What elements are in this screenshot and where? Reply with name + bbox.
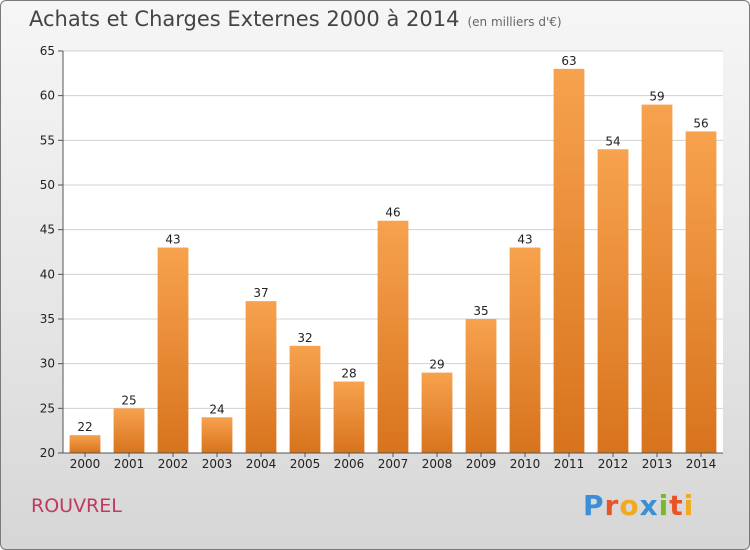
- y-tick-label: 40: [40, 267, 55, 281]
- data-label-2001: 25: [121, 393, 136, 407]
- y-tick-label: 50: [40, 178, 55, 192]
- bar-2007: [377, 220, 409, 453]
- bar-2010: [509, 247, 541, 453]
- data-label-2005: 32: [297, 331, 312, 345]
- data-label-2013: 59: [649, 90, 664, 104]
- data-label-2004: 37: [253, 286, 268, 300]
- bar-2002: [157, 247, 189, 453]
- x-tick-label-2011: 2011: [554, 457, 585, 471]
- data-label-2012: 54: [605, 134, 620, 148]
- logo-letter: i: [683, 489, 695, 522]
- y-tick-label: 20: [40, 446, 55, 460]
- logo-letter: P: [583, 489, 605, 522]
- x-tick-label-2009: 2009: [466, 457, 497, 471]
- logo-letter: o: [619, 489, 640, 522]
- bars: 22 25 43 24 37 32 28 46 29 35 43 63 54 59 56: [69, 54, 717, 453]
- logo-letter: x: [639, 489, 659, 522]
- proxiti-logo: Proxiti: [583, 489, 694, 522]
- y-tick-label: 45: [40, 223, 55, 237]
- bar-2012: [597, 149, 629, 453]
- y-tick-label: 60: [40, 89, 55, 103]
- x-tick-label-2000: 2000: [70, 457, 101, 471]
- x-tick-label-2012: 2012: [598, 457, 629, 471]
- y-tick-label: 25: [40, 401, 55, 415]
- data-label-2006: 28: [341, 367, 356, 381]
- y-tick-label: 55: [40, 133, 55, 147]
- commune-name: ROUVREL: [31, 495, 122, 517]
- x-tick-label-2013: 2013: [642, 457, 673, 471]
- x-tick-label-2003: 2003: [202, 457, 233, 471]
- logo-letter: r: [604, 489, 620, 522]
- data-label-2008: 29: [429, 358, 444, 372]
- x-tick-label-2002: 2002: [158, 457, 189, 471]
- data-label-2003: 24: [209, 402, 224, 416]
- chart-subtitle: (en milliers d'€): [467, 15, 562, 29]
- y-tick-label: 30: [40, 357, 55, 371]
- data-label-2007: 46: [385, 206, 400, 220]
- x-tick-label-2004: 2004: [246, 457, 277, 471]
- data-label-2002: 43: [165, 233, 180, 247]
- bar-2000: [69, 435, 101, 453]
- bar-2009: [465, 319, 497, 453]
- x-tick-label-2008: 2008: [422, 457, 453, 471]
- bar-2006: [333, 381, 365, 453]
- data-label-2000: 22: [77, 420, 92, 434]
- data-label-2011: 63: [561, 54, 576, 68]
- bar-2011: [553, 68, 585, 453]
- x-tick-label-2001: 2001: [114, 457, 145, 471]
- x-tick-label-2014: 2014: [686, 457, 717, 471]
- bar-2014: [685, 131, 717, 453]
- bar-2001: [113, 408, 145, 453]
- logo-letter: i: [658, 489, 670, 522]
- y-tick-label: 35: [40, 312, 55, 326]
- bar-2013: [641, 104, 673, 453]
- axes: 20 25 30 35 40 45 50 55 60 65 2000 2001 2002 2003 2004…: [40, 44, 723, 471]
- bar-2004: [245, 301, 277, 453]
- x-tick-label-2006: 2006: [334, 457, 365, 471]
- data-label-2010: 43: [517, 233, 532, 247]
- data-label-2009: 35: [473, 304, 488, 318]
- data-label-2014: 56: [693, 116, 708, 130]
- x-tick-label-2010: 2010: [510, 457, 541, 471]
- x-tick-label-2005: 2005: [290, 457, 321, 471]
- y-tick-label: 65: [40, 44, 55, 58]
- chart-title: Achats et Charges Externes 2000 à 2014 (e…: [29, 7, 562, 31]
- bar-2003: [201, 417, 233, 453]
- bar-2008: [421, 372, 453, 453]
- logo-letter: t: [669, 489, 684, 522]
- bar-2005: [289, 345, 321, 453]
- chart-title-text: Achats et Charges Externes 2000 à 2014: [29, 7, 460, 31]
- x-tick-label-2007: 2007: [378, 457, 409, 471]
